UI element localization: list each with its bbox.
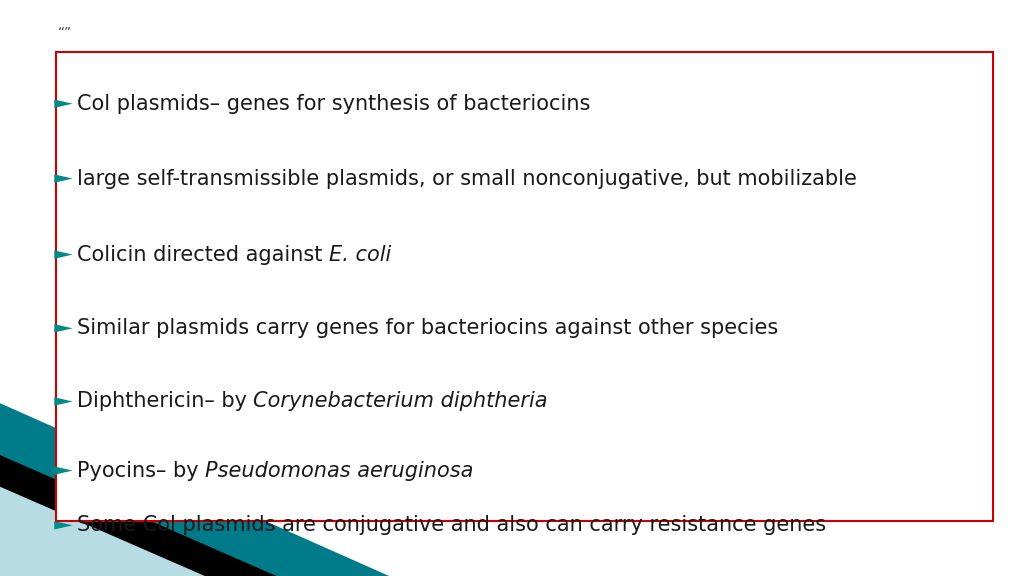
Text: Corynebacterium diphtheria: Corynebacterium diphtheria — [253, 392, 548, 411]
Text: large self-transmissible plasmids, or small nonconjugative, but mobilizable: large self-transmissible plasmids, or sm… — [77, 169, 857, 188]
Polygon shape — [54, 251, 73, 259]
Polygon shape — [0, 487, 205, 576]
Text: Diphthericin– by: Diphthericin– by — [77, 392, 253, 411]
Polygon shape — [0, 403, 389, 576]
Polygon shape — [54, 100, 73, 108]
Text: Col plasmids– genes for synthesis of bacteriocins: Col plasmids– genes for synthesis of bac… — [77, 94, 590, 113]
Text: E. coli: E. coli — [329, 245, 391, 264]
Text: Colicin directed against: Colicin directed against — [77, 245, 329, 264]
Polygon shape — [54, 175, 73, 183]
Polygon shape — [0, 455, 276, 576]
Text: Some Col plasmids are conjugative and also can carry resistance genes: Some Col plasmids are conjugative and al… — [77, 516, 826, 535]
Text: “”: “” — [58, 26, 73, 40]
Text: Pseudomonas aeruginosa: Pseudomonas aeruginosa — [205, 461, 473, 480]
Text: Pyocins– by: Pyocins– by — [77, 461, 205, 480]
Polygon shape — [54, 521, 73, 529]
Polygon shape — [54, 397, 73, 406]
Bar — [56, 52, 993, 521]
Polygon shape — [54, 324, 73, 332]
Text: Similar plasmids carry genes for bacteriocins against other species: Similar plasmids carry genes for bacteri… — [77, 319, 778, 338]
Polygon shape — [54, 467, 73, 475]
